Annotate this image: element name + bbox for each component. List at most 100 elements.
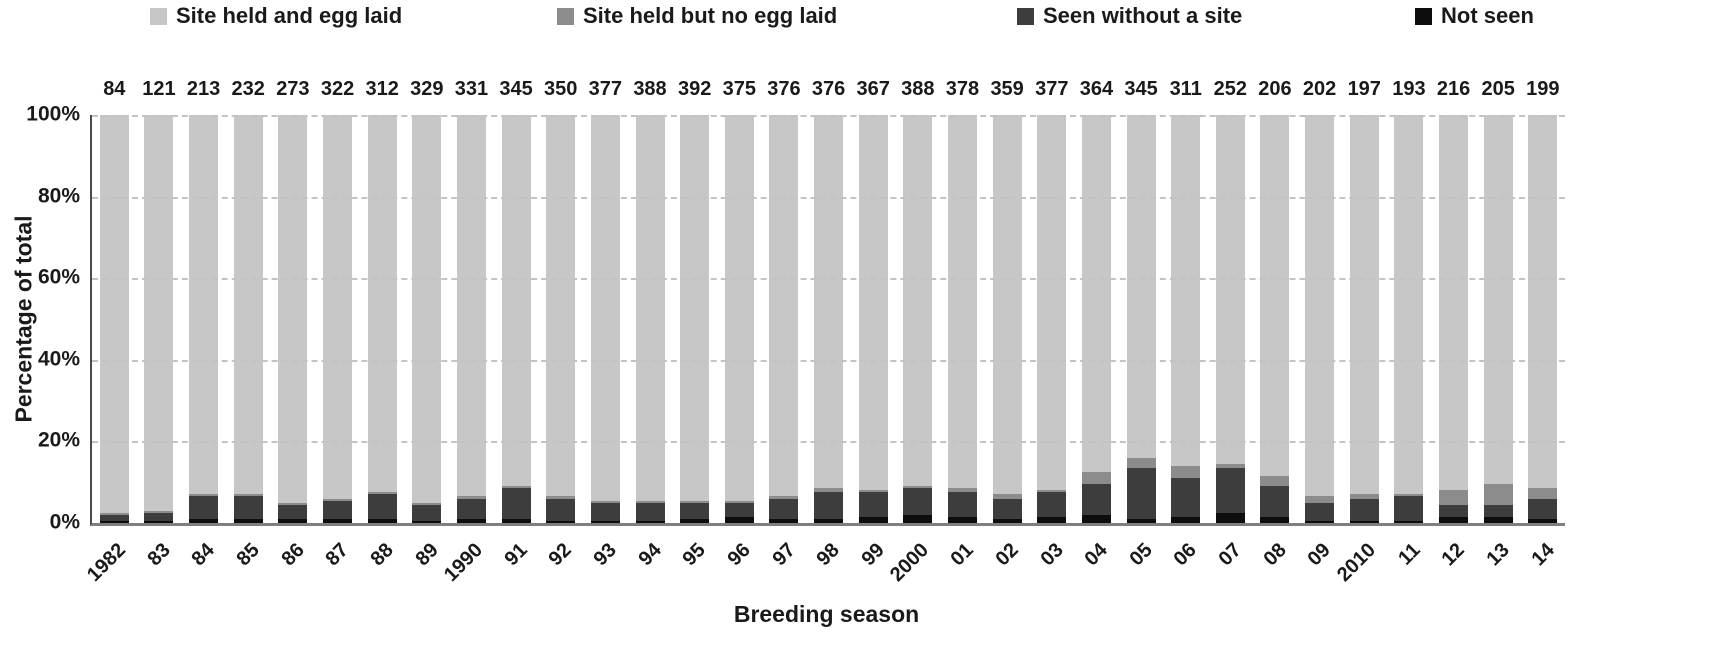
legend-item-not-seen: Not seen (1415, 3, 1534, 29)
bar-segment-site-held-but-no-egg-laid (814, 488, 844, 493)
bar-segment-site-held-but-no-egg-laid (1483, 484, 1513, 505)
stacked-bar (992, 115, 1022, 523)
x-axis-tick-label: 98 (812, 539, 845, 571)
bar-segment-site-held-but-no-egg-laid (1305, 496, 1335, 503)
bar-segment-site-held-but-no-egg-laid (1394, 494, 1424, 497)
bar-segment-site-held-but-no-egg-laid (1081, 472, 1111, 485)
x-axis-tick-label: 97 (768, 539, 800, 571)
bar-segment-site-held-and-egg-laid (1171, 115, 1201, 466)
bar-segment-not-seen (1126, 518, 1156, 523)
bar-segment-site-held-but-no-egg-laid (144, 510, 174, 513)
bar-count-label: 202 (1302, 78, 1337, 100)
legend-label: Seen without a site (1043, 3, 1243, 28)
bar-cell-12: 216 12 (1431, 78, 1476, 570)
legend-swatch-icon (150, 7, 167, 25)
bar-segment-seen-without-a-site (680, 502, 710, 519)
bars-container: 84 1982 121 83 213 84 232 85 273 86 322 87 312 88 329 8… (83, 78, 1565, 586)
bar-count-label: 193 (1392, 78, 1426, 100)
gridline (92, 278, 1565, 281)
bar-count-label: 392 (677, 78, 712, 100)
bar-count-label: 273 (276, 78, 310, 100)
bar-segment-not-seen (1349, 520, 1379, 523)
x-axis-tick-label: 1990 (439, 539, 488, 587)
stacked-bar (1215, 115, 1245, 523)
legend-swatch-icon (557, 7, 574, 25)
bar-count-label: 388 (901, 78, 935, 100)
stacked-bar (590, 115, 620, 523)
bar-count-label: 350 (544, 78, 578, 100)
x-axis-tick-label: 99 (857, 539, 889, 571)
bar-count-label: 377 (588, 78, 623, 100)
stacked-bar (1305, 115, 1335, 523)
bar-segment-seen-without-a-site (590, 502, 620, 521)
bar-count-label: 252 (1213, 78, 1248, 100)
bar-count-label: 121 (142, 78, 176, 100)
bar-segment-seen-without-a-site (903, 488, 933, 515)
bar-segment-site-held-and-egg-laid (858, 115, 888, 491)
stacked-bar (1528, 115, 1558, 523)
x-axis-tick-label: 94 (634, 539, 666, 571)
bar-segment-site-held-but-no-egg-laid (546, 496, 576, 499)
bar-segment-site-held-and-egg-laid (323, 115, 353, 499)
bar-segment-site-held-but-no-egg-laid (769, 496, 799, 499)
bar-segment-site-held-and-egg-laid (992, 115, 1022, 495)
bar-segment-seen-without-a-site (1528, 498, 1558, 519)
bar-segment-not-seen (546, 520, 576, 523)
bar-segment-site-held-and-egg-laid (903, 115, 933, 487)
bar-segment-site-held-and-egg-laid (1037, 115, 1067, 491)
bar-count-label: 312 (365, 78, 399, 100)
stacked-bar (412, 115, 442, 523)
stacked-bar (1439, 115, 1469, 523)
x-axis-tick-label: 83 (143, 539, 175, 571)
stacked-bar (546, 115, 576, 523)
bar-segment-site-held-and-egg-laid (1215, 115, 1245, 464)
bar-segment-not-seen (947, 516, 977, 523)
bar-segment-seen-without-a-site (1171, 478, 1201, 517)
y-axis-tick-label: 80% (37, 184, 80, 208)
bar-segment-seen-without-a-site (1215, 467, 1245, 513)
bar-segment-not-seen (456, 518, 486, 523)
x-axis-tick-label: 11 (1393, 539, 1425, 570)
x-axis-tick-label: 85 (232, 539, 264, 571)
x-axis-tick-label: 96 (723, 539, 755, 571)
bar-segment-site-held-but-no-egg-laid (1260, 476, 1290, 487)
bar-cell-05: 345 05 (1119, 78, 1164, 570)
bar-segment-not-seen (1394, 520, 1424, 523)
bar-count-label: 205 (1481, 78, 1515, 100)
bar-segment-seen-without-a-site (1126, 467, 1156, 519)
bar-cell-88: 312 88 (360, 78, 405, 570)
bar-segment-site-held-but-no-egg-laid (456, 496, 486, 499)
bar-cell-83: 121 83 (137, 78, 182, 570)
y-axis-tick-label: 0% (49, 510, 80, 534)
bar-segment-site-held-and-egg-laid (501, 115, 531, 487)
bar-segment-site-held-but-no-egg-laid (590, 500, 620, 503)
bar-segment-not-seen (992, 518, 1022, 523)
x-axis-tick-label: 05 (1125, 539, 1157, 571)
stacked-bar (1171, 115, 1201, 523)
bar-segment-site-held-and-egg-laid (947, 115, 977, 489)
bar-count-label: 345 (499, 78, 533, 100)
bar-segment-seen-without-a-site (323, 500, 353, 519)
bar-cell-07: 252 07 (1208, 78, 1253, 570)
bar-segment-site-held-but-no-egg-laid (1171, 465, 1201, 479)
x-axis-tick-label: 03 (1036, 539, 1068, 571)
bar-segment-not-seen (1305, 520, 1335, 523)
bar-count-label: 378 (945, 78, 980, 100)
bar-segment-site-held-and-egg-laid (278, 115, 308, 503)
stacked-bar (456, 115, 486, 523)
bar-segment-site-held-and-egg-laid (1081, 115, 1111, 472)
bar-cell-98: 376 98 (806, 78, 851, 570)
y-axis-tick-label: 40% (37, 347, 80, 371)
bar-count-label: 216 (1436, 78, 1471, 100)
bar-segment-not-seen (814, 518, 844, 523)
bar-segment-not-seen (769, 518, 799, 523)
bar-segment-site-held-and-egg-laid (367, 115, 397, 493)
x-axis-tick-label: 91 (500, 539, 532, 571)
bar-segment-not-seen (858, 516, 888, 523)
bar-segment-not-seen (189, 518, 219, 523)
bar-segment-site-held-but-no-egg-laid (903, 486, 933, 489)
bar-segment-site-held-and-egg-laid (189, 115, 219, 495)
bar-cell-99: 367 99 (851, 78, 896, 570)
bar-segment-site-held-but-no-egg-laid (501, 486, 531, 489)
bar-cell-86: 273 86 (271, 78, 316, 570)
